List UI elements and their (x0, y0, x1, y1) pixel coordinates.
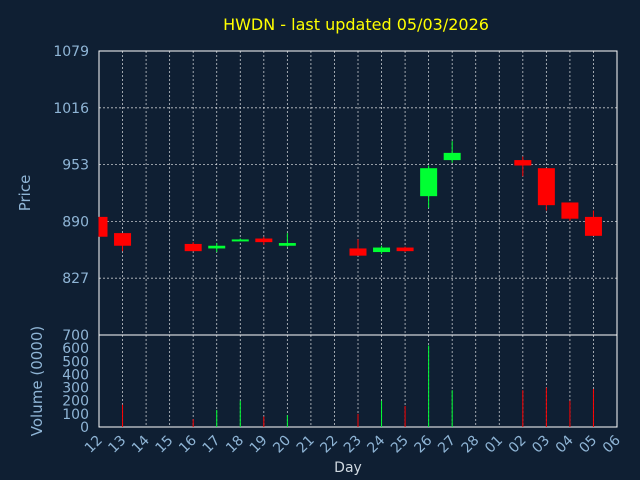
candles (98, 141, 602, 256)
day-tick-label: 05 (576, 433, 600, 457)
volume-tick-label: 0 (80, 420, 89, 436)
day-tick-label: 25 (388, 433, 412, 457)
price-axis-ticks: 827 890 953 1016 1079 (53, 44, 89, 287)
day-axis-label: Day (334, 460, 362, 476)
candle-body (114, 233, 132, 246)
day-tick-label: 04 (553, 432, 577, 456)
candle-body (396, 247, 414, 252)
day-tick-label: 17 (200, 433, 224, 457)
candle-body (208, 245, 226, 249)
price-tick-label: 1079 (53, 44, 89, 60)
day-tick-label: 01 (482, 433, 506, 457)
day-tick-label: 14 (129, 432, 153, 456)
volume-tick-label: 100 (62, 407, 89, 423)
day-tick-label: 27 (435, 433, 459, 457)
day-tick-label: 19 (247, 433, 271, 457)
volume-tick-label: 600 (62, 341, 89, 357)
day-tick-label: 12 (82, 433, 106, 457)
day-tick-label: 18 (223, 433, 247, 457)
volume-tick-label: 500 (62, 354, 89, 370)
day-tick-label: 20 (270, 433, 294, 457)
price-tick-label: 827 (62, 271, 89, 287)
day-tick-label: 28 (459, 433, 483, 457)
price-tick-label: 890 (62, 214, 89, 230)
day-tick-label: 26 (412, 432, 436, 456)
volume-tick-label: 400 (62, 367, 89, 383)
volume-tick-label: 200 (62, 394, 89, 410)
candle-body (584, 216, 602, 236)
volume-bars (122, 345, 594, 427)
day-tick-label: 15 (153, 433, 177, 457)
day-tick-label: 03 (529, 433, 553, 457)
grid-lines (99, 51, 617, 427)
candle-body (231, 239, 249, 242)
day-tick-label: 02 (506, 433, 530, 457)
candle-body (514, 160, 532, 166)
day-tick-label: 21 (294, 433, 318, 457)
candle-body (99, 216, 108, 237)
candle-body (420, 168, 438, 197)
candle-body (443, 152, 461, 161)
candle-body (184, 243, 202, 252)
chart-title: HWDN - last updated 05/03/2026 (223, 15, 489, 34)
price-axis-label: Price (16, 175, 34, 212)
candle-body (537, 168, 555, 206)
day-axis-ticks: 12 13 14 15 16 17 18 19 20 21 22 23 24 25 26 27 28 01 02 03… (82, 432, 624, 456)
candle-body (349, 248, 367, 256)
volume-tick-label: 700 (62, 328, 89, 344)
day-tick-label: 24 (364, 432, 388, 456)
day-tick-label: 13 (105, 433, 129, 457)
candle-body (255, 238, 273, 243)
day-tick-label: 22 (317, 433, 341, 457)
day-tick-label: 16 (176, 432, 200, 456)
day-tick-label: 23 (341, 433, 365, 457)
day-tick-label: 06 (600, 432, 624, 456)
volume-axis-label: Volume (0000) (28, 326, 46, 436)
candle-body (373, 247, 391, 253)
price-tick-label: 1016 (53, 101, 89, 117)
candle-body (561, 202, 579, 219)
candle-body (278, 243, 296, 246)
volume-tick-label: 300 (62, 381, 89, 397)
price-tick-label: 953 (62, 158, 89, 174)
